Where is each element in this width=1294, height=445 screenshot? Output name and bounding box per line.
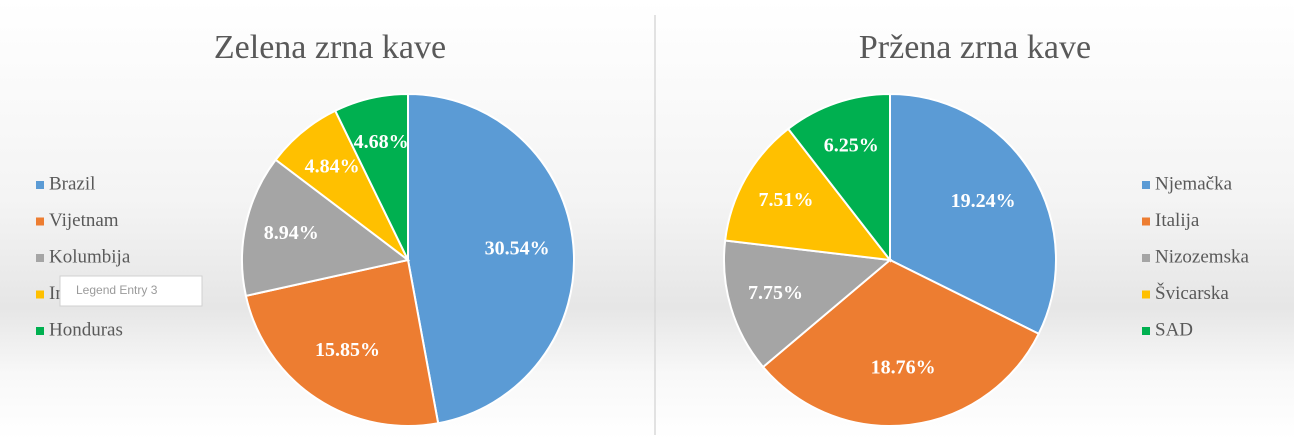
legend-swatch	[1142, 327, 1150, 335]
data-label: 7.51%	[758, 189, 813, 211]
pie-slice	[889, 92, 1057, 336]
pie-slice	[407, 92, 575, 425]
pie-slice	[723, 239, 893, 369]
data-label: 4.68%	[354, 131, 409, 153]
legend-swatch	[1142, 181, 1150, 189]
legend-swatch	[36, 181, 44, 189]
legend-label: Honduras	[49, 319, 123, 340]
tooltip-text: Legend Entry 3	[76, 283, 158, 297]
legend-label: Brazil	[49, 173, 95, 194]
legend-label: Nizozemska	[1155, 246, 1249, 267]
data-label: 8.94%	[264, 222, 319, 244]
pie-slice	[333, 92, 409, 261]
data-label: 4.84%	[305, 155, 360, 177]
tooltip-box	[59, 275, 203, 307]
pie-slice	[244, 258, 440, 427]
legend-label: Kolumbija	[49, 246, 131, 267]
legend-label: Vijetnam	[49, 210, 119, 231]
tooltip: Legend Entry 3	[59, 275, 203, 307]
legend-swatch	[1142, 254, 1150, 262]
chart-title: Pržena zrna kave	[859, 29, 1091, 66]
legend-swatch	[36, 327, 44, 335]
data-label: 6.25%	[824, 135, 879, 157]
legend-swatch	[36, 254, 44, 262]
data-label: 18.76%	[871, 356, 936, 378]
data-label: 7.75%	[748, 282, 803, 304]
data-label: 15.85%	[315, 339, 380, 361]
legend-label: Njemačka	[1155, 173, 1233, 194]
data-label: 19.24%	[951, 190, 1016, 212]
legend-label: SAD	[1155, 319, 1193, 340]
pie-slice	[786, 92, 891, 263]
legend-swatch	[1142, 217, 1150, 226]
data-label: 30.54%	[485, 238, 550, 260]
legend-swatch	[36, 217, 44, 226]
chart-title: Zelena zrna kave	[214, 29, 446, 66]
pie-slice	[241, 158, 411, 298]
legend-swatch	[36, 290, 44, 299]
pie-slice	[761, 258, 1041, 427]
legend-label: Italija	[1155, 210, 1200, 231]
pie-slice	[724, 127, 893, 262]
legend-label: Švicarska	[1155, 282, 1229, 304]
legend-swatch	[1142, 290, 1150, 299]
